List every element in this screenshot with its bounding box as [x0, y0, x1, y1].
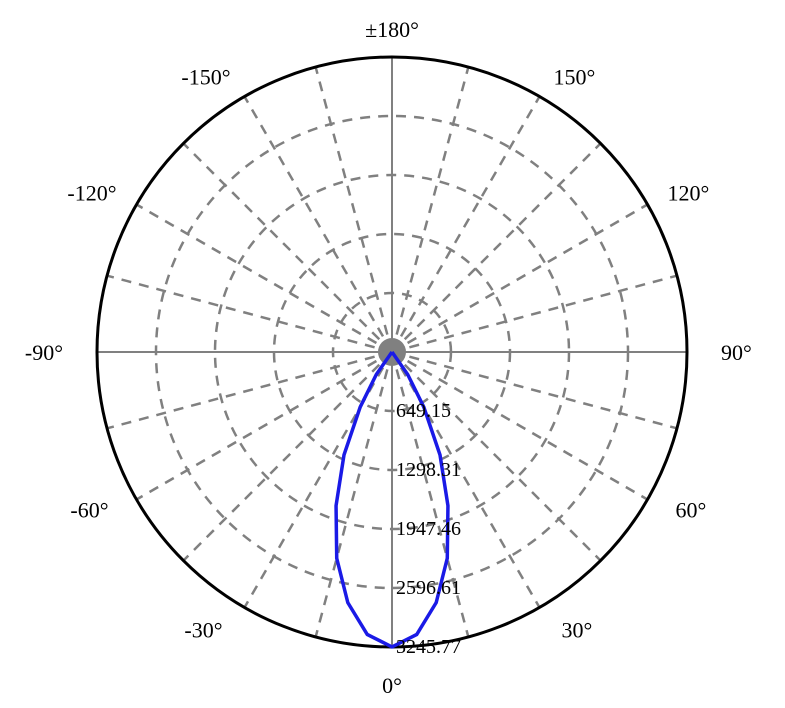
angle-tick-label: ±180°: [365, 17, 419, 42]
angle-tick-label: 60°: [675, 498, 706, 523]
angle-tick-label: 120°: [667, 181, 709, 206]
polar-chart: 649.15 1298.31 1947.46 2596.61 3245.77 0° 30° 6…: [0, 0, 785, 708]
radial-tick-label: 649.15: [396, 400, 451, 422]
angle-tick-label: -60°: [70, 498, 108, 523]
angle-tick-label: -90°: [25, 340, 63, 365]
angle-tick-label: -30°: [184, 617, 222, 642]
angle-tick-label: 150°: [554, 65, 596, 90]
angle-tick-label: 30°: [562, 617, 593, 642]
radial-tick-label: 1947.46: [396, 518, 461, 540]
angle-tick-label: -150°: [181, 65, 230, 90]
angle-tick-label: 0°: [382, 673, 402, 698]
angle-tick-label: 90°: [721, 340, 752, 365]
radial-tick-label: 2596.61: [396, 577, 461, 599]
angle-tick-label: -120°: [67, 181, 116, 206]
radial-tick-label: 3245.77: [396, 636, 461, 658]
radial-tick-label: 1298.31: [396, 459, 461, 481]
